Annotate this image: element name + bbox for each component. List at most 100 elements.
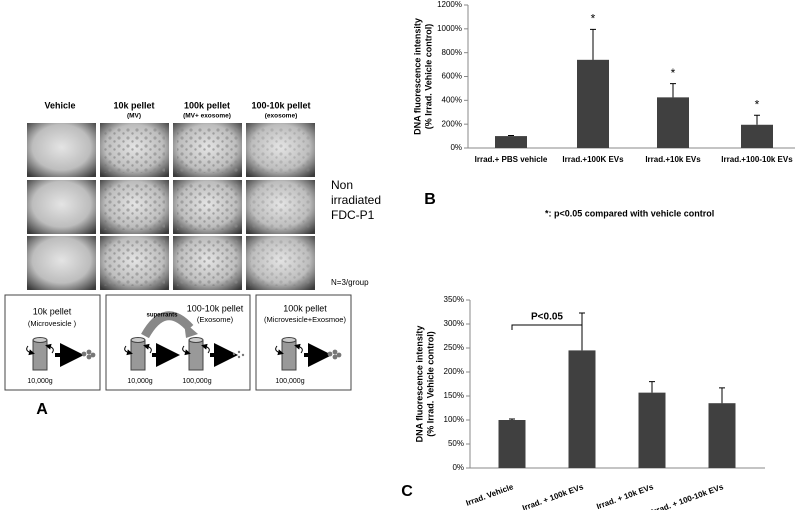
tube-top [130,337,146,343]
x-tick-label: Irrad.+100-10k EVs [721,155,793,164]
y-tick-label: 0% [452,463,464,472]
protocol-box [4,294,101,391]
spin-arrow [182,345,191,356]
transfer-arrow-head [184,322,198,338]
y-tick-label: 100% [444,415,464,424]
speed: 100,000g [182,378,211,385]
y-tick-label: 50% [448,439,464,448]
tube [130,339,146,371]
spin-arrow [143,343,152,354]
tube-top [281,337,297,343]
error-bar [670,83,676,98]
tube-top [32,337,48,343]
bar [638,392,666,468]
particle [336,352,342,358]
protocol-title: 100-10k pellet [187,303,244,313]
y-tick-label: 0% [450,143,462,152]
error-bar [754,114,760,125]
y-tick-label: 400% [442,95,462,104]
y-axis-label: DNA fluorescence intensity [412,18,422,135]
column-subtitle: (MV+ exosome) [183,113,231,120]
error-bar [509,418,515,420]
tube [188,339,204,371]
chart: 0% 200% 400% 600% 800% 1000% 1200% DNA fluoresc… [412,0,795,218]
error-bar [508,134,514,137]
column-subtitle: (exosome) [265,113,298,120]
x-tick-label: Irrad.+10k EVs [645,155,701,164]
colony-overlay [177,240,238,286]
tube [32,339,48,371]
spin-arrow [294,343,303,354]
panel-label: A [36,401,48,418]
protocol-box [255,294,352,391]
error-bar [719,387,725,404]
protocol-title: 100k pellet [283,303,327,313]
column-title: 10k pellet [113,100,154,110]
particle [90,352,96,358]
y-tick-label: 250% [444,343,464,352]
error-bar [649,381,655,393]
note: *: p<0.05 compared with vehicle control [545,208,714,218]
y-tick-label: 200% [442,119,462,128]
protocol-subtitle: (Microvesicle ) [28,319,77,328]
speed: 100,000g [275,378,304,385]
y-tick-label: 1200% [437,0,462,9]
colony-overlay [177,127,238,173]
protocol-subtitle: (Microvesicle+Exosmoe) [264,315,346,324]
spin-arrow [201,343,210,354]
annotation: P<0.05 [531,312,563,323]
colony-overlay [177,184,238,230]
column-title: Vehicle [44,100,75,110]
bar [577,59,609,148]
column-title: 100-10k pellet [251,100,310,110]
error-bar [579,312,585,351]
colony-overlay [250,240,311,286]
panel-label: B [424,191,436,208]
y-axis-label: DNA fluorescence intensity [414,326,424,443]
column-subtitle: (MV) [127,113,141,120]
y-tick-label: 1000% [437,24,462,33]
particle [81,351,87,357]
row-label: Non [331,178,353,192]
spin-arrow [26,345,35,356]
protocol-subtitle: (Exosome) [197,315,234,324]
x-tick-label: Irrad. + 100-10k EVs [650,482,725,510]
spin-arrow [275,345,284,356]
y-tick-label: 600% [442,72,462,81]
tube [281,339,297,371]
x-tick-label: Irrad. Vehicle [465,482,515,508]
y-axis-label: (% Irrad. Vehicle control) [423,24,433,130]
row-label: irradiated [331,193,381,207]
x-tick-label: Irrad. + 10k EVs [595,482,655,510]
colony-overlay [250,127,311,173]
bar [498,420,526,468]
transfer-arrow [141,311,194,339]
colony-overlay [104,240,165,286]
colony-overlay [250,184,311,230]
y-tick-label: 800% [442,48,462,57]
spin-arrow [45,343,54,354]
y-axis-label: (% Irrad. Vehicle control) [425,331,435,437]
x-tick-label: Irrad. + 100k EVs [521,482,585,510]
particle [332,354,338,360]
protocol-title: 10k pellet [33,306,72,316]
transfer-label: superrants [146,313,178,319]
colony-overlay [104,127,165,173]
bar [568,350,596,468]
speed: 10,000g [27,378,52,385]
y-tick-label: 200% [444,367,464,376]
speed: 10,000g [127,378,152,385]
particle [232,352,236,356]
particle [86,354,92,360]
panel-label: C [401,483,413,500]
colony-overlay [104,184,165,230]
significance-mark: * [591,12,596,26]
particle [241,353,245,357]
column-title: 100k pellet [184,100,230,110]
particle [237,350,241,354]
x-tick-label: Irrad.+ PBS vehicle [475,155,548,164]
x-tick-label: Irrad.+100K EVs [562,155,624,164]
spin-arrow [124,345,133,356]
protocol-box [105,294,251,391]
